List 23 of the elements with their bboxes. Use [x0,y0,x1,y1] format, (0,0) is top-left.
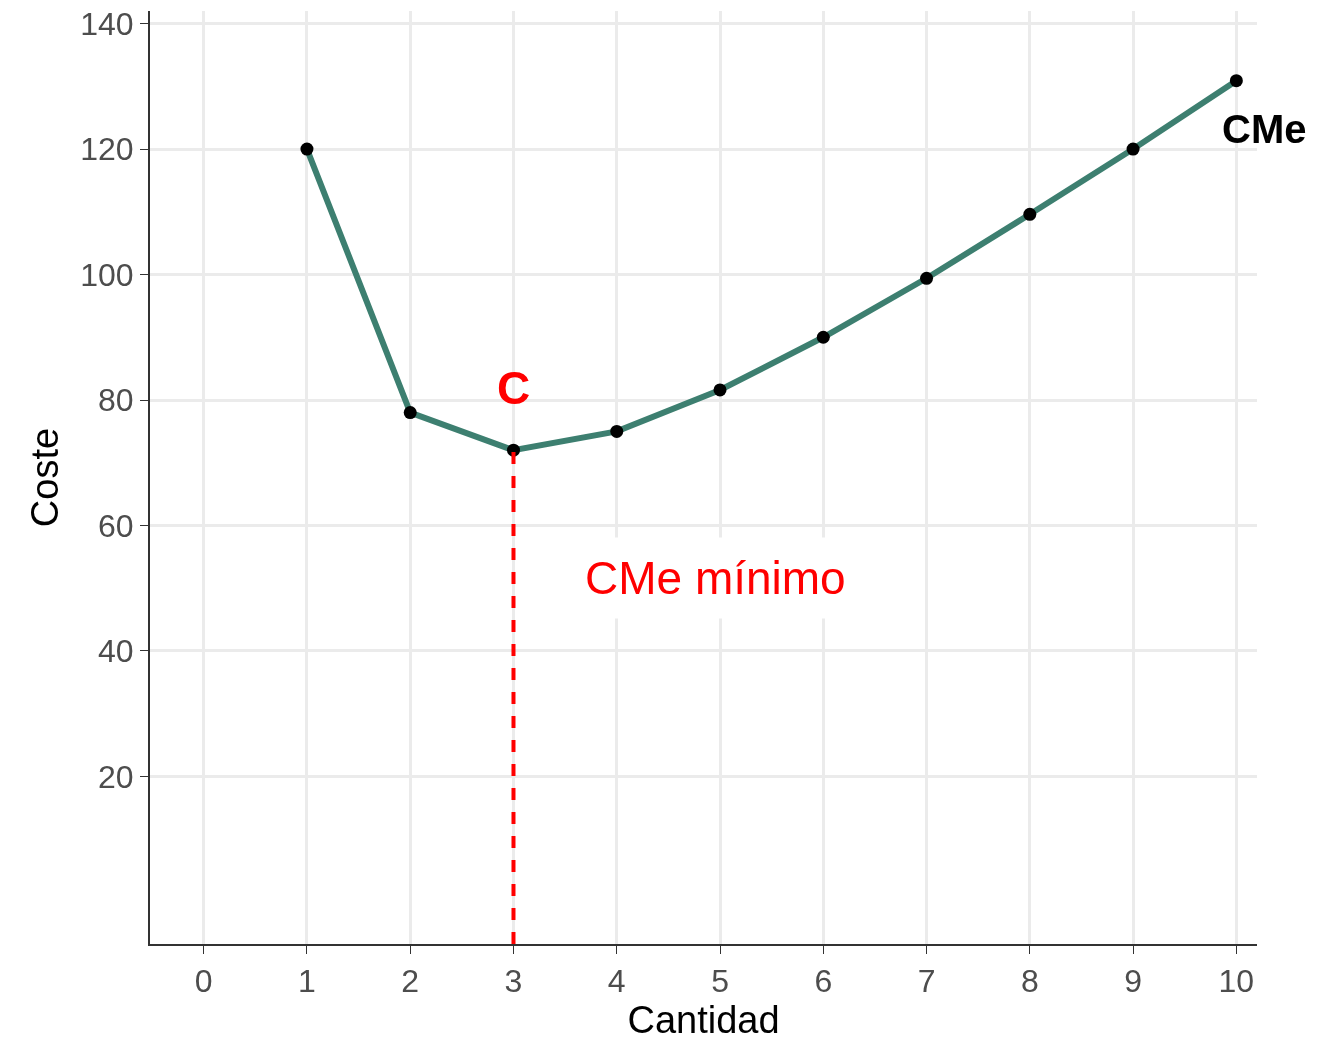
annotation: CMe [1222,107,1307,151]
y-tick-label: 20 [98,758,134,795]
x-tick-label: 8 [1020,963,1039,1000]
x-tick-label: 10 [1218,963,1255,1000]
y-tick-label: 140 [80,5,134,42]
x-tick-label: 6 [814,963,833,1000]
x-tick-label: 7 [917,963,936,1000]
x-tick-label: 3 [504,963,523,1000]
x-tick-label: 2 [401,963,420,1000]
x-tick-label: 9 [1124,963,1142,1000]
y-axis-title: Coste [23,427,66,528]
y-tick-label: 100 [80,256,134,293]
ref-line-label: CMe mínimo [585,552,846,604]
y-tick-label: 60 [98,507,134,544]
x-tick-label: 1 [298,963,316,1000]
x-axis-title: Cantidad [627,999,780,1042]
x-tick-label: 0 [194,963,213,1000]
y-tick-label: 40 [98,633,134,670]
y-tick-label: 120 [80,131,134,168]
x-tick-label: 5 [711,963,729,1000]
x-tick-label: 4 [607,963,626,1000]
y-tick-label: 80 [98,382,134,419]
annotation: C [497,362,531,414]
